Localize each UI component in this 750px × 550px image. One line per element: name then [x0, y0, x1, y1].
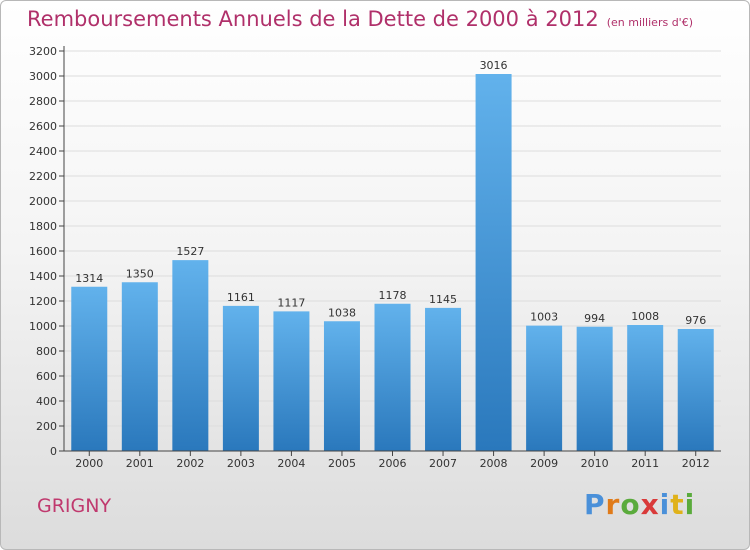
y-tick-label: 3000	[29, 70, 57, 83]
bar	[323, 321, 360, 451]
bar	[526, 325, 563, 451]
x-tick-label: 2005	[328, 457, 356, 470]
data-label: 976	[685, 314, 706, 327]
bar	[222, 305, 259, 451]
y-axis-ticks: 0 200 400 600 800 1000 1200 1400 1600 1800 2000 220…	[29, 45, 64, 458]
y-tick-label: 800	[36, 345, 57, 358]
data-label: 1117	[277, 296, 305, 309]
data-labels: 1314 1350 1527 1161 1117 1038 1178 1145 3016 1003…	[75, 59, 706, 327]
logo-letter: i	[659, 488, 671, 521]
y-tick-label: 1400	[29, 270, 57, 283]
y-tick-label: 1800	[29, 220, 57, 233]
x-tick-label: 2004	[277, 457, 305, 470]
x-tick-label: 2000	[75, 457, 103, 470]
data-label: 1314	[75, 272, 103, 285]
data-label: 1178	[379, 289, 407, 302]
logo-letter: x	[640, 488, 660, 521]
logo-letter: P	[584, 488, 606, 521]
y-tick-label: 2400	[29, 145, 57, 158]
bar	[273, 311, 310, 451]
bar	[475, 74, 512, 451]
y-tick-label: 1200	[29, 295, 57, 308]
y-tick-label: 2600	[29, 120, 57, 133]
x-tick-label: 2009	[530, 457, 558, 470]
proxiti-logo[interactable]: Proxiti	[584, 488, 695, 521]
y-tick-label: 2800	[29, 95, 57, 108]
y-tick-label: 400	[36, 395, 57, 408]
bar	[425, 307, 462, 451]
x-axis-ticks: 2000 2001 2002 2003 2004 2005 2006 2007 2008 2009…	[75, 451, 710, 470]
data-label: 3016	[480, 59, 508, 72]
y-tick-label: 2200	[29, 170, 57, 183]
x-tick-label: 2007	[429, 457, 457, 470]
x-tick-label: 2011	[631, 457, 659, 470]
x-tick-label: 2002	[176, 457, 204, 470]
logo-letter: t	[670, 488, 685, 521]
data-label: 1527	[176, 245, 204, 258]
y-tick-label: 1600	[29, 245, 57, 258]
x-tick-label: 2001	[126, 457, 154, 470]
data-label: 1161	[227, 291, 255, 304]
logo-letter: r	[605, 488, 621, 521]
data-label: 1038	[328, 306, 356, 319]
bar	[576, 326, 613, 451]
y-tick-label: 600	[36, 370, 57, 383]
logo-letter: i	[684, 488, 696, 521]
bar	[374, 303, 411, 451]
data-label: 1008	[631, 310, 659, 323]
title-text: Remboursements Annuels de la Dette de 20…	[27, 7, 599, 31]
y-tick-label: 1000	[29, 320, 57, 333]
logo-letter: o	[620, 488, 641, 521]
x-tick-label: 2008	[480, 457, 508, 470]
data-label: 1003	[530, 311, 558, 324]
y-tick-label: 0	[50, 445, 57, 458]
y-tick-label: 2000	[29, 195, 57, 208]
bar	[71, 286, 108, 451]
data-label: 994	[584, 312, 605, 325]
bar	[172, 260, 209, 451]
x-tick-label: 2003	[227, 457, 255, 470]
city-name: GRIGNY	[37, 495, 112, 517]
y-tick-label: 3200	[29, 45, 57, 58]
bars	[71, 74, 714, 451]
bar	[677, 329, 714, 451]
data-label: 1350	[126, 267, 154, 280]
bar	[121, 282, 158, 451]
chart-title: Remboursements Annuels de la Dette de 20…	[27, 7, 693, 31]
data-label: 1145	[429, 293, 457, 306]
x-tick-label: 2012	[682, 457, 710, 470]
bar	[627, 325, 664, 451]
x-tick-label: 2010	[581, 457, 609, 470]
y-tick-label: 200	[36, 420, 57, 433]
title-unit: (en milliers d'€)	[606, 16, 693, 29]
x-tick-label: 2006	[379, 457, 407, 470]
